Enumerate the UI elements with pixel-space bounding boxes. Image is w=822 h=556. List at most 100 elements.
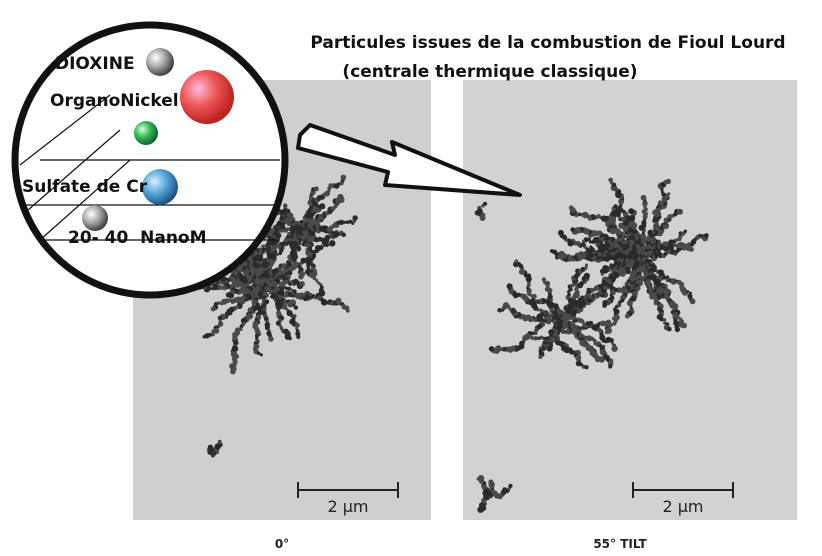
particle — [571, 257, 576, 262]
particle — [645, 248, 649, 252]
particle — [526, 283, 531, 287]
particle — [654, 255, 659, 259]
particle — [583, 272, 590, 280]
particle — [297, 292, 301, 296]
particle — [659, 316, 664, 322]
particle — [611, 341, 615, 345]
particle — [323, 241, 330, 247]
scale-label: 2 μm — [327, 497, 368, 516]
particle — [665, 275, 670, 280]
particle — [278, 277, 282, 281]
particle — [285, 208, 291, 214]
particle — [320, 299, 328, 306]
particle — [557, 229, 564, 236]
scale-label: 2 μm — [662, 497, 703, 516]
particle — [284, 286, 288, 290]
particle — [291, 294, 295, 298]
particle — [225, 292, 232, 298]
particle — [594, 356, 601, 363]
particle — [681, 322, 687, 329]
particle — [633, 260, 640, 267]
particle — [268, 336, 274, 342]
particle — [508, 483, 513, 488]
particle — [640, 233, 646, 239]
particle — [531, 293, 537, 299]
particle — [596, 251, 602, 257]
particle — [275, 252, 280, 256]
particle — [202, 335, 206, 339]
particle — [518, 268, 525, 275]
particle — [581, 211, 589, 219]
particle — [537, 336, 541, 340]
particle — [293, 235, 297, 239]
sphere-nano — [82, 205, 108, 231]
particle — [479, 215, 486, 221]
particle — [289, 227, 294, 232]
particle — [275, 232, 282, 239]
particle — [211, 329, 216, 334]
particle — [624, 281, 630, 287]
particle — [316, 220, 321, 224]
particle — [556, 308, 561, 313]
title-line2: (centrale thermique classique) — [342, 62, 637, 82]
particle — [298, 274, 304, 280]
particle — [340, 174, 347, 181]
particle — [592, 338, 597, 343]
particle — [670, 278, 677, 285]
particle — [683, 229, 687, 233]
title-line1: Particules issues de la combustion de Fi… — [310, 33, 785, 53]
particle — [287, 286, 292, 291]
sphere-dioxine — [146, 48, 174, 76]
particle — [337, 193, 344, 201]
particle — [635, 268, 639, 272]
particle — [246, 313, 253, 320]
particle — [637, 266, 644, 273]
particle — [259, 353, 263, 357]
particle — [642, 200, 648, 207]
particle — [533, 336, 538, 341]
particle — [309, 230, 316, 237]
particle — [611, 345, 618, 352]
particle — [483, 201, 488, 206]
particle — [661, 192, 666, 197]
particle — [549, 249, 554, 253]
particle — [255, 337, 259, 341]
particle — [263, 272, 268, 277]
particle — [573, 308, 579, 314]
particle — [286, 263, 291, 268]
particle — [654, 278, 660, 284]
particle — [284, 242, 289, 246]
particle — [278, 324, 282, 328]
particle — [534, 328, 539, 333]
particle — [662, 275, 667, 280]
particle — [616, 251, 623, 258]
particle — [501, 308, 505, 312]
particle — [309, 271, 316, 279]
particle — [277, 294, 281, 298]
particle — [614, 305, 619, 309]
particle — [611, 210, 619, 217]
particle — [275, 303, 282, 311]
particle — [282, 203, 288, 208]
particle — [526, 273, 532, 279]
particle — [686, 290, 690, 294]
particle — [272, 251, 277, 257]
particle — [308, 196, 312, 200]
particle — [625, 266, 630, 271]
particle — [657, 206, 662, 211]
particle — [597, 244, 604, 251]
particle — [267, 266, 271, 270]
particle — [209, 447, 215, 452]
particle — [219, 301, 224, 306]
particle — [315, 278, 319, 282]
particle — [580, 212, 584, 217]
particle — [294, 322, 300, 328]
particle — [608, 177, 614, 183]
particle — [611, 279, 615, 283]
particle — [674, 326, 681, 333]
particle — [634, 264, 639, 269]
particle — [342, 220, 347, 224]
particle — [636, 274, 643, 281]
caption: 55° TILT — [593, 537, 647, 551]
particle — [483, 492, 490, 499]
